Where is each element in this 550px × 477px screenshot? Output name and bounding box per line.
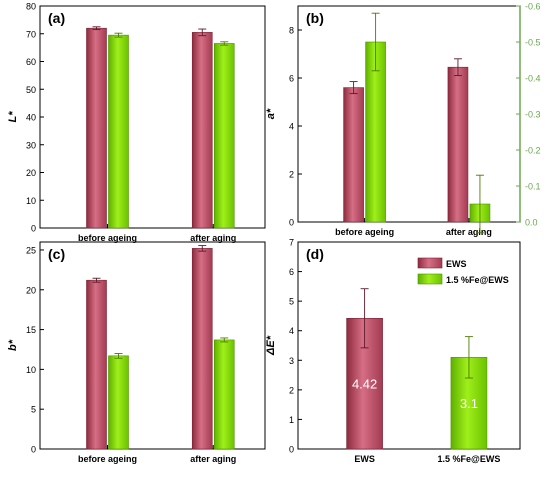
bar-EWS: [191, 32, 213, 229]
y-tick-label: 20: [26, 168, 36, 178]
y-tick-label: 10: [26, 196, 36, 206]
y-tick-label: 1: [289, 415, 294, 425]
panel-label: (a): [48, 10, 65, 26]
y2-tick-label: -0.1: [525, 182, 541, 192]
data-label: 3.1: [460, 396, 478, 411]
y-tick-label: 5: [289, 297, 294, 307]
panel-label: (d): [306, 246, 324, 262]
y2-tick-label: 0.0: [525, 218, 538, 228]
legend-swatch-EWS: [417, 257, 443, 269]
bar-EWS: [447, 66, 469, 223]
x-tick-label: before ageing: [78, 233, 137, 243]
panel-b: 0 2 4 6 8 (b) a* before ageing after aging 0.0 -0.…: [265, 2, 541, 238]
y-tick-label: 2: [289, 385, 294, 395]
bar-Fe: [108, 355, 129, 450]
bar-EWS: [191, 248, 213, 450]
y-axis-label: a*: [265, 108, 277, 119]
plot-frame: [297, 5, 521, 223]
y-axis-label: L*: [7, 111, 19, 123]
y-tick-label: 30: [26, 140, 36, 150]
y-tick-label: 0: [289, 218, 294, 228]
bar-EWS: [343, 87, 364, 223]
y2-tick-label: -0.4: [525, 74, 541, 84]
y-tick-label: 40: [26, 113, 36, 123]
bar-Fe: [213, 43, 235, 229]
y-tick-label: 6: [289, 74, 294, 84]
y-tick-label: 8: [289, 26, 294, 36]
y-tick-label: 4: [289, 122, 294, 132]
y-tick-label: 25: [26, 245, 36, 255]
panel-a: 0 10 20 30 40 50 60 70 80 (a) L* before ageing after…: [7, 2, 266, 243]
x-tick-label: after aging: [446, 227, 492, 237]
y-tick-label: 7: [289, 238, 294, 248]
y-tick-label: 60: [26, 57, 36, 67]
y-tick-label: 70: [26, 29, 36, 39]
panel-label: (c): [48, 246, 65, 262]
y-tick-label: 4: [289, 326, 294, 336]
x-tick-label: after aging: [190, 233, 236, 243]
y2-tick-label: -0.5: [525, 38, 541, 48]
y-tick-label: 6: [289, 267, 294, 277]
y-tick-label: 50: [26, 85, 36, 95]
panel-c: 0 5 10 15 20 25 (c) b* before ageing after aging: [7, 241, 266, 464]
x-tick-label: 1.5 %Fe@EWS: [438, 454, 501, 464]
y-tick-label: 2: [289, 170, 294, 180]
y-tick-label: 10: [26, 365, 36, 375]
x-tick-label: before ageing: [335, 227, 394, 237]
y-axis-label: ΔE*: [265, 335, 277, 356]
y-tick-label: 3: [289, 356, 294, 366]
y-tick-label: 0: [31, 445, 36, 455]
y-tick-label: 80: [26, 2, 36, 12]
x-tick-label: EWS: [354, 454, 375, 464]
y2-tick-label: -0.3: [525, 110, 541, 120]
bar-EWS: [86, 27, 107, 229]
plot-frame: [39, 241, 266, 450]
bar-Fe: [213, 339, 235, 450]
x-tick-label: after aging: [190, 454, 236, 464]
y2-tick-label: -0.2: [525, 146, 541, 156]
legend-label: 1.5 %Fe@EWS: [446, 275, 509, 285]
data-label: 4.42: [352, 377, 377, 392]
legend-label: EWS: [446, 259, 467, 269]
y-tick-label: 0: [31, 224, 36, 234]
y-tick-label: 0: [289, 445, 294, 455]
y-tick-label: 15: [26, 325, 36, 335]
bar-EWS: [86, 279, 107, 450]
panel-d: 0 1 2 3 4 5 6 7 (d) ΔE* EWS 1.5 %Fe@EWS 4.42 3.1 EWS 1.…: [265, 238, 521, 464]
y-tick-label: 20: [26, 285, 36, 295]
x-tick-label: before ageing: [78, 454, 137, 464]
y-tick-label: 5: [31, 405, 36, 415]
legend-swatch-Fe: [417, 273, 443, 285]
bar-Fe: [108, 34, 129, 229]
y2-tick-label: -0.6: [525, 2, 541, 12]
y-axis-label: b*: [7, 339, 19, 351]
plot-frame: [297, 241, 521, 450]
panel-label: (b): [306, 10, 324, 26]
